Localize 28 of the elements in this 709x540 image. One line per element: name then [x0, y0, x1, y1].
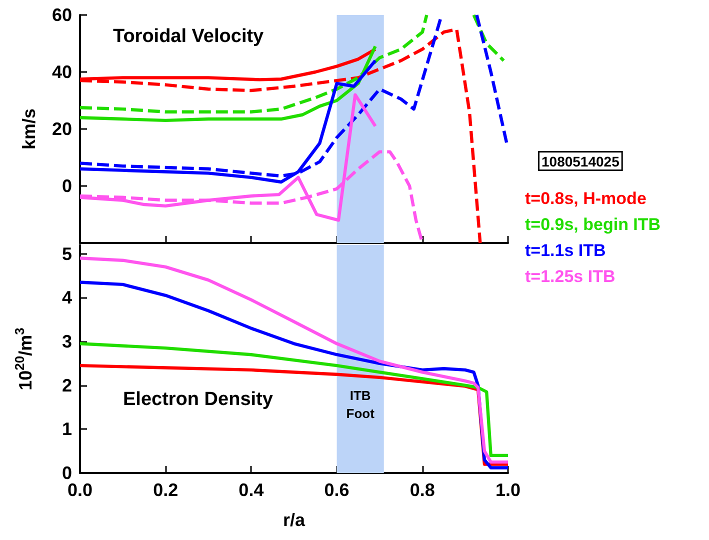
- legend-title: 1080514025: [542, 154, 620, 170]
- y-tick-label: 60: [52, 5, 72, 25]
- y-tick-label: 20: [52, 119, 72, 139]
- x-tick-label: 0.6: [324, 480, 350, 500]
- y-tick-label: 4: [62, 288, 72, 308]
- y-tick-label: 1: [62, 419, 72, 440]
- text: Electron Density: [123, 389, 274, 410]
- y-tick-label: 3: [62, 331, 72, 352]
- y-tick-label: 0: [62, 176, 72, 196]
- line-series: [78, 342, 510, 458]
- y-tick-label: 40: [52, 62, 72, 82]
- y-axis-title: 1020/m3: [12, 328, 36, 390]
- x-tick-label: 0.8: [410, 480, 435, 500]
- x-tick-label: 0.0: [67, 480, 93, 500]
- x-axis-title: r/a: [282, 510, 306, 530]
- text: t=0.8s, H-mode: [525, 189, 646, 208]
- x-tick-label: 0.4: [238, 480, 264, 500]
- y-axis-title: km/s: [19, 108, 39, 150]
- text: t=1.25s ITB: [525, 267, 616, 286]
- text: t=1.1s ITB: [525, 241, 606, 260]
- x-tick-label: 1.0: [495, 480, 521, 500]
- text: Toroidal Velocity: [113, 26, 264, 47]
- y-tick-label: 2: [62, 375, 72, 396]
- y-tick-label: 0: [62, 463, 72, 483]
- band-label: ITB Foot: [346, 388, 376, 421]
- y-tick-label: 5: [62, 244, 72, 264]
- text: t=0.9s, begin ITB: [525, 215, 661, 234]
- x-tick-label: 0.2: [153, 480, 178, 500]
